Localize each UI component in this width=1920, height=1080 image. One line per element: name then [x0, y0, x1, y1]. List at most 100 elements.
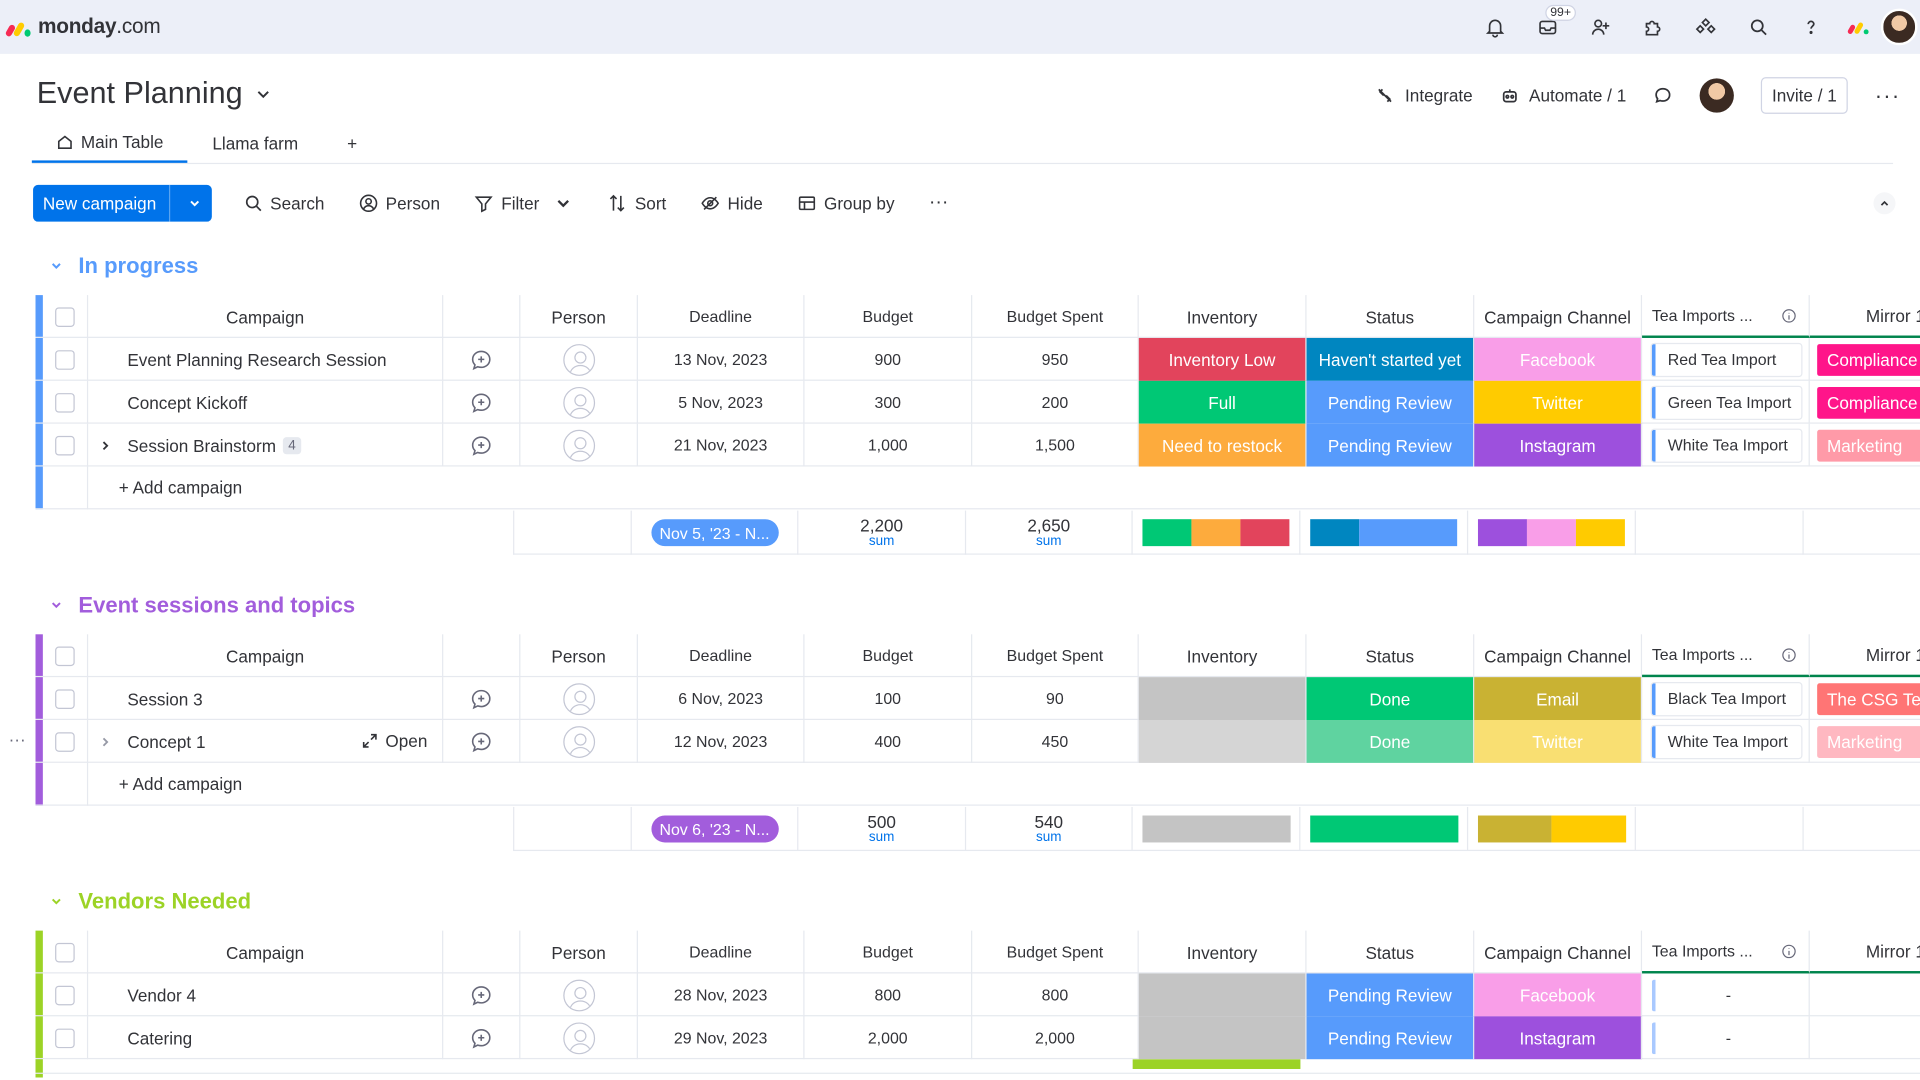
budget-cell[interactable]: 100	[804, 677, 973, 721]
campaign-name-cell[interactable]: Catering	[88, 1016, 444, 1060]
monday-logo[interactable]: monday.com	[4, 15, 161, 39]
status-cell[interactable]: Haven't started yet	[1306, 337, 1475, 381]
status-cell[interactable]: Pending Review	[1306, 1016, 1475, 1060]
deadline-cell[interactable]: 29 Nov, 2023	[638, 1016, 805, 1060]
column-header-status[interactable]: Status	[1307, 634, 1475, 678]
chevron-down-icon[interactable]	[49, 894, 64, 909]
marketplace-icon[interactable]	[1679, 0, 1732, 54]
column-header-person[interactable]: Person	[520, 634, 638, 678]
campaign-channel-cell[interactable]: Twitter	[1474, 720, 1643, 763]
channel-distribution[interactable]	[1468, 806, 1636, 852]
row-select-cell[interactable]	[43, 337, 89, 381]
group-title[interactable]: Vendors Needed	[49, 887, 251, 916]
info-icon[interactable]	[1782, 308, 1797, 323]
tab-main-table[interactable]: Main Table	[31, 122, 188, 163]
status-cell[interactable]: Pending Review	[1306, 380, 1475, 424]
column-header-campaign[interactable]: Campaign	[88, 295, 444, 338]
inventory-distribution[interactable]	[1133, 510, 1301, 555]
campaign-channel-cell[interactable]: Instagram	[1474, 1016, 1643, 1060]
mirror-cell[interactable]: Compliance	[1810, 381, 1920, 424]
tea-imports-cell[interactable]: Green Tea Import	[1642, 380, 1810, 424]
row-checkbox[interactable]	[55, 985, 75, 1005]
row-select-cell[interactable]	[43, 1016, 89, 1060]
status-cell[interactable]: Pending Review	[1306, 423, 1475, 467]
column-header-mirror[interactable]: Mirror 1	[1809, 295, 1920, 338]
person-cell[interactable]	[520, 423, 638, 467]
mirror-cell[interactable]: Marketing	[1810, 424, 1920, 467]
add-update-icon[interactable]	[443, 1016, 521, 1060]
inventory-status-cell[interactable]	[1138, 1016, 1307, 1060]
mirror-cell[interactable]: Compliance	[1810, 338, 1920, 381]
tea-imports-cell[interactable]: White Tea Import	[1642, 720, 1810, 763]
board-more-menu[interactable]: ···	[1874, 82, 1901, 108]
column-header-tea-imports[interactable]: Tea Imports ...	[1642, 634, 1810, 678]
mirror-cell[interactable]: The CSG Team	[1810, 677, 1920, 720]
column-header-deadline[interactable]: Deadline	[638, 634, 805, 678]
person-cell[interactable]	[520, 380, 638, 424]
date-range-pill[interactable]: Nov 6, '23 - N...	[650, 815, 779, 843]
row-checkbox[interactable]	[55, 392, 75, 413]
campaign-channel-cell[interactable]: Email	[1474, 677, 1643, 721]
budget-cell[interactable]: 2,000	[804, 1016, 973, 1060]
row-checkbox[interactable]	[55, 1027, 75, 1048]
row-select-cell[interactable]	[43, 677, 89, 721]
info-icon[interactable]	[1782, 943, 1797, 958]
person-cell[interactable]	[520, 720, 638, 763]
campaign-channel-cell[interactable]: Facebook	[1474, 337, 1643, 381]
budget-spent-cell[interactable]: 1,500	[972, 423, 1139, 467]
tea-imports-cell[interactable]: -	[1642, 1016, 1810, 1060]
column-header-inventory[interactable]: Inventory	[1139, 930, 1307, 974]
row-select-cell[interactable]	[43, 380, 89, 424]
sort-button[interactable]: Sort	[593, 185, 681, 222]
row-checkbox[interactable]	[55, 435, 75, 455]
deadline-cell[interactable]: 13 Nov, 2023	[638, 337, 805, 381]
inventory-status-cell[interactable]: Inventory Low	[1138, 337, 1307, 381]
collapse-header-button[interactable]	[1873, 192, 1896, 215]
column-header-budget[interactable]: Budget	[804, 930, 973, 974]
connected-item-pill[interactable]: -	[1651, 978, 1802, 1011]
tea-imports-cell[interactable]: Black Tea Import	[1642, 677, 1810, 721]
campaign-name-cell[interactable]: Session Brainstorm 4	[88, 423, 444, 467]
column-header-person[interactable]: Person	[520, 295, 638, 338]
status-distribution[interactable]	[1300, 510, 1469, 555]
deadline-cell[interactable]: 5 Nov, 2023	[638, 380, 805, 424]
tea-imports-cell[interactable]: -	[1642, 973, 1810, 1017]
add-campaign-row[interactable]: + Add campaign	[35, 465, 1920, 510]
column-header-tea-imports[interactable]: Tea Imports ...	[1642, 930, 1810, 974]
select-all-checkbox[interactable]	[55, 942, 75, 962]
add-update-icon[interactable]	[443, 380, 521, 424]
inbox-icon[interactable]: 99+	[1521, 0, 1576, 54]
automate-button[interactable]: Automate / 1	[1500, 86, 1626, 105]
date-range-pill[interactable]: Nov 5, '23 - N...	[650, 519, 779, 547]
add-update-icon[interactable]	[443, 337, 521, 381]
add-campaign-label[interactable]: + Add campaign	[118, 773, 243, 794]
row-select-cell[interactable]	[43, 720, 89, 763]
mirror-cell[interactable]: Marketing	[1810, 720, 1920, 763]
search-icon[interactable]	[1731, 0, 1784, 54]
column-header-deadline[interactable]: Deadline	[638, 930, 805, 974]
chevron-down-icon[interactable]	[187, 196, 202, 211]
connected-item-pill[interactable]: White Tea Import	[1651, 725, 1802, 758]
column-header-mirror[interactable]: Mirror 1	[1809, 931, 1920, 974]
inventory-status-cell[interactable]	[1138, 973, 1307, 1017]
tea-imports-cell[interactable]: Red Tea Import	[1642, 337, 1810, 381]
column-header-mirror[interactable]: Mirror 1	[1809, 634, 1920, 678]
deadline-summary[interactable]: Nov 6, '23 - N...	[632, 806, 799, 852]
info-icon[interactable]	[1782, 647, 1797, 662]
column-header-status[interactable]: Status	[1307, 295, 1475, 338]
invite-members-icon[interactable]	[1573, 0, 1626, 54]
deadline-cell[interactable]: 6 Nov, 2023	[638, 677, 805, 721]
budget-cell[interactable]: 1,000	[804, 423, 973, 467]
column-header-budget-spent[interactable]: Budget Spent	[972, 930, 1139, 974]
column-header-campaign-channel[interactable]: Campaign Channel	[1474, 930, 1643, 974]
person-cell[interactable]	[520, 1016, 638, 1060]
campaign-channel-cell[interactable]: Facebook	[1474, 973, 1643, 1017]
add-update-icon[interactable]	[443, 720, 521, 763]
tea-imports-cell[interactable]: White Tea Import	[1642, 423, 1810, 467]
campaign-channel-cell[interactable]: Instagram	[1474, 423, 1643, 467]
chevron-down-icon[interactable]	[554, 193, 574, 213]
budget-spent-cell[interactable]: 450	[972, 720, 1139, 763]
select-all-cell[interactable]	[43, 930, 89, 974]
person-cell[interactable]	[520, 677, 638, 721]
chevron-right-icon[interactable]	[98, 733, 113, 748]
